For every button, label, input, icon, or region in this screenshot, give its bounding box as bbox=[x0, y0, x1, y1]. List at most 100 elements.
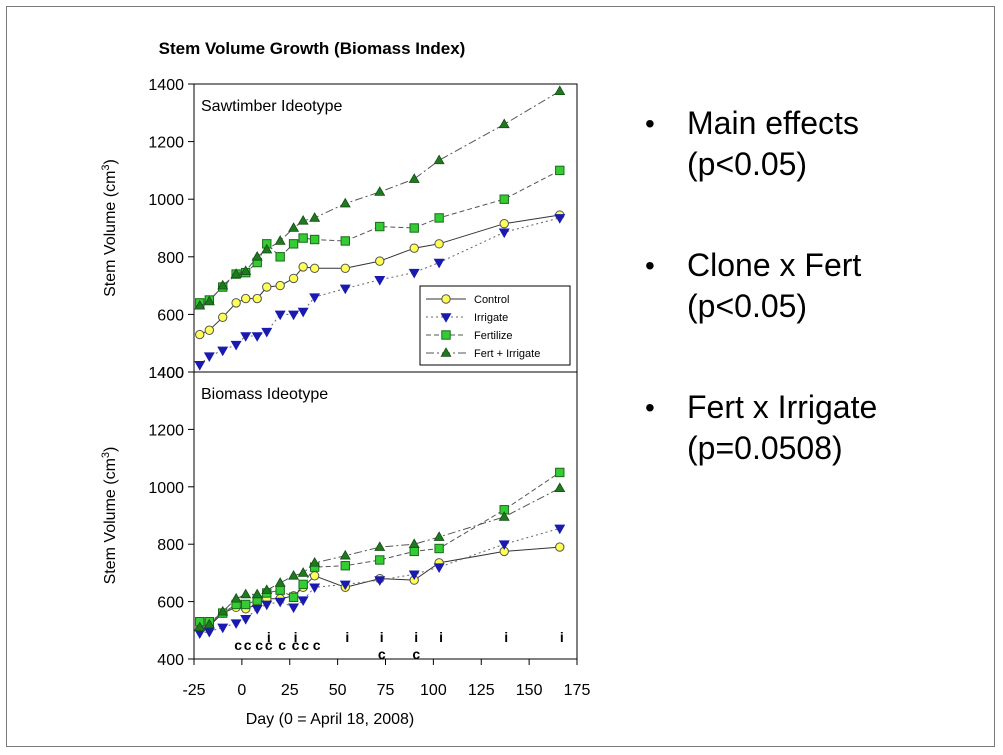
data-point bbox=[217, 279, 229, 290]
data-point bbox=[241, 599, 251, 610]
data-point bbox=[433, 154, 445, 165]
data-point bbox=[309, 557, 321, 567]
x-tick-label: 25 bbox=[281, 682, 299, 699]
data-point bbox=[340, 561, 350, 571]
y-tick-label: 400 bbox=[157, 365, 184, 382]
data-point bbox=[230, 592, 242, 603]
data-point bbox=[275, 252, 285, 262]
data-point bbox=[251, 604, 263, 615]
data-point bbox=[297, 596, 309, 606]
data-point bbox=[262, 282, 272, 292]
y-tick-label: 800 bbox=[157, 250, 184, 267]
data-point bbox=[409, 546, 419, 557]
data-point bbox=[261, 327, 273, 338]
bullet-line1: Fert x Irrigate bbox=[687, 389, 878, 425]
data-point bbox=[554, 524, 566, 535]
series-line bbox=[199, 527, 560, 634]
annotation-c: c bbox=[244, 637, 252, 653]
legend-marker bbox=[440, 313, 452, 323]
y-tick-label: 1400 bbox=[148, 77, 184, 94]
data-point bbox=[288, 603, 300, 614]
data-point bbox=[240, 332, 252, 342]
y-tick-label: 1000 bbox=[148, 192, 184, 209]
series-line bbox=[199, 487, 561, 628]
data-point bbox=[339, 197, 351, 208]
data-point bbox=[375, 221, 385, 232]
legend-label: Irrigate bbox=[474, 312, 508, 324]
data-point bbox=[409, 243, 419, 253]
data-point bbox=[240, 615, 252, 625]
data-point bbox=[297, 567, 309, 577]
y-tick-label: 1000 bbox=[148, 480, 184, 497]
annotation-i: i bbox=[267, 629, 271, 645]
bullet-dot-icon: • bbox=[645, 250, 655, 281]
panel-label: Sawtimber Ideotype bbox=[201, 98, 343, 115]
data-point bbox=[194, 299, 206, 310]
data-point bbox=[297, 307, 309, 318]
data-point bbox=[554, 482, 566, 493]
data-point bbox=[408, 538, 420, 548]
y-tick-label: 1200 bbox=[148, 422, 184, 439]
y-tick-label: 1400 bbox=[148, 365, 184, 382]
data-point bbox=[555, 542, 565, 552]
data-point bbox=[375, 256, 385, 266]
data-point bbox=[275, 280, 285, 291]
data-point bbox=[309, 234, 320, 245]
data-point bbox=[309, 212, 321, 222]
panel-label: Biomass Ideotype bbox=[201, 386, 328, 403]
data-point bbox=[203, 295, 215, 306]
data-point bbox=[217, 346, 229, 357]
annotation-i: i bbox=[414, 629, 418, 645]
annotation-c: c bbox=[265, 637, 273, 653]
x-tick-label: 150 bbox=[516, 682, 543, 699]
y-tick-label: 400 bbox=[157, 652, 184, 669]
data-point bbox=[288, 273, 299, 284]
data-point bbox=[203, 352, 215, 362]
plot-frame bbox=[193, 371, 578, 660]
y-axis-label-close: ) bbox=[102, 447, 119, 452]
bullet-line2: (p=0.0508) bbox=[687, 430, 843, 466]
annotation-c: c bbox=[412, 646, 420, 662]
legend: Control Irrigate Fertilize Fert + Irrigate bbox=[419, 285, 571, 366]
y-axis-label: Stem Volume (cm3) bbox=[100, 447, 119, 585]
data-point bbox=[288, 592, 299, 602]
x-tick-label: 0 bbox=[237, 682, 246, 699]
data-point bbox=[240, 588, 252, 599]
annotation-c: c bbox=[292, 637, 300, 653]
data-point bbox=[309, 293, 321, 303]
data-point bbox=[433, 258, 445, 269]
data-point bbox=[374, 541, 386, 551]
y-tick-label: 1200 bbox=[148, 135, 184, 152]
data-point bbox=[204, 325, 215, 335]
y-axis-label-superscript: 3 bbox=[100, 452, 112, 458]
data-point bbox=[408, 268, 420, 279]
data-point bbox=[261, 243, 273, 254]
data-point bbox=[274, 597, 286, 608]
x-tick-label: 125 bbox=[468, 682, 495, 699]
data-point bbox=[218, 312, 228, 322]
data-point bbox=[194, 360, 206, 371]
y-axis-label-close: ) bbox=[102, 159, 119, 164]
data-point bbox=[434, 543, 444, 554]
data-point bbox=[374, 576, 386, 586]
data-point bbox=[408, 570, 420, 581]
y-tick-label: 600 bbox=[157, 307, 184, 324]
y-tick-label: 600 bbox=[157, 595, 184, 612]
data-point bbox=[288, 239, 299, 249]
data-point bbox=[499, 194, 509, 204]
data-point bbox=[555, 165, 565, 176]
annotation-c: c bbox=[313, 637, 321, 653]
data-point bbox=[434, 239, 444, 249]
data-point bbox=[375, 555, 385, 565]
bullet-main-effects: • Main effects (p<0.05) bbox=[641, 103, 971, 185]
legend-label: Fertilize bbox=[474, 330, 513, 342]
data-point bbox=[230, 619, 242, 629]
bullet-dot-icon: • bbox=[645, 108, 655, 139]
data-point bbox=[203, 618, 215, 629]
data-point bbox=[231, 298, 241, 308]
bullet-line2: (p<0.05) bbox=[687, 146, 808, 182]
data-point bbox=[433, 563, 445, 573]
data-point bbox=[309, 583, 321, 594]
data-point bbox=[298, 579, 308, 590]
data-point bbox=[498, 228, 510, 239]
